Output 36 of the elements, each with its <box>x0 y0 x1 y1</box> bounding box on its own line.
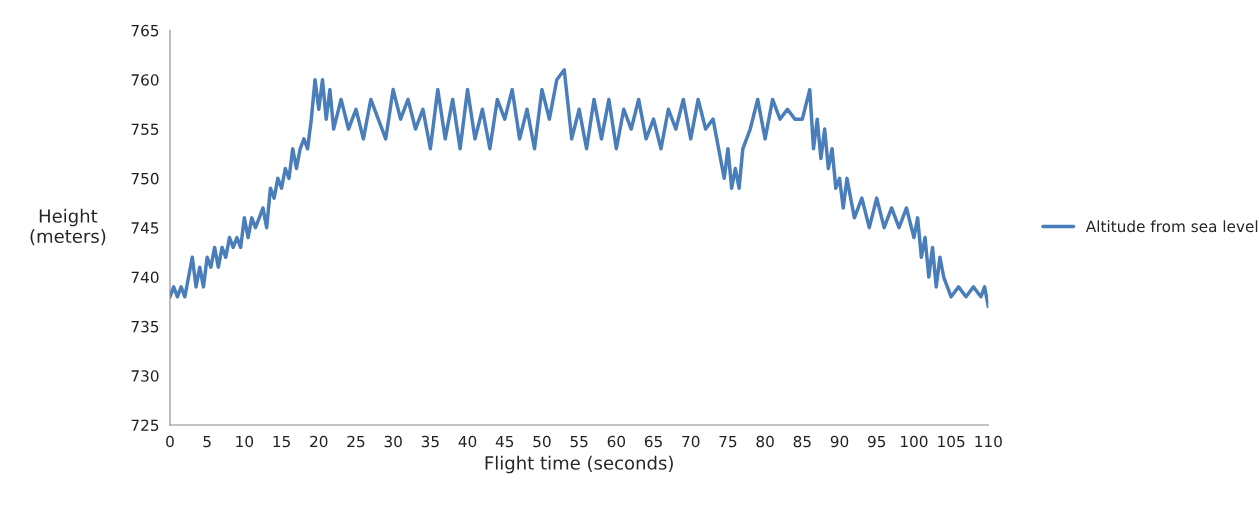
y-tick-label: 735 <box>131 320 159 333</box>
y-tick-label: 760 <box>131 74 159 86</box>
y-tick-label: 745 <box>131 222 159 234</box>
y-tick-label: 755 <box>131 123 159 136</box>
x-tick-label: 50 <box>533 435 551 448</box>
x-tick-label: 75 <box>719 435 737 448</box>
x-tick-label: 5 <box>203 435 211 448</box>
x-tick-label: 30 <box>384 435 402 448</box>
x-tick-label: 70 <box>682 435 700 448</box>
x-tick-label: 45 <box>495 435 514 448</box>
x-tick-label: 35 <box>421 435 439 448</box>
legend-label: Altitude from sea level <box>1085 220 1258 233</box>
x-axis-title: Flight time (seconds) <box>485 455 673 474</box>
x-tick-label: 80 <box>756 435 774 448</box>
x-tick-label: 55 <box>570 435 588 448</box>
line-series <box>169 68 989 309</box>
y-tick-label: 750 <box>131 172 159 185</box>
y-tick-label: 725 <box>131 419 159 432</box>
x-tick-label: 110 <box>975 435 1002 448</box>
x-tick-label: 25 <box>347 435 365 448</box>
x-tick-label: 95 <box>867 435 886 448</box>
y-tick-label: 765 <box>131 24 159 37</box>
x-tick-label: 15 <box>273 435 290 448</box>
x-tick-label: 100 <box>901 435 928 448</box>
x-tick-label: 90 <box>830 435 849 448</box>
x-tick-label: 60 <box>607 435 626 448</box>
y-axis-title: Height (meters) <box>30 208 106 246</box>
y-tick-label: 730 <box>131 370 159 382</box>
x-tick-label: 40 <box>458 435 477 448</box>
x-tick-label: 85 <box>793 435 811 448</box>
x-tick-label: 105 <box>938 435 965 448</box>
x-tick-label: 20 <box>310 435 328 448</box>
y-tick-label: 740 <box>131 271 159 284</box>
x-tick-label: 10 <box>236 435 254 448</box>
x-tick-label: 0 <box>166 435 174 448</box>
x-tick-label: 65 <box>644 435 662 448</box>
